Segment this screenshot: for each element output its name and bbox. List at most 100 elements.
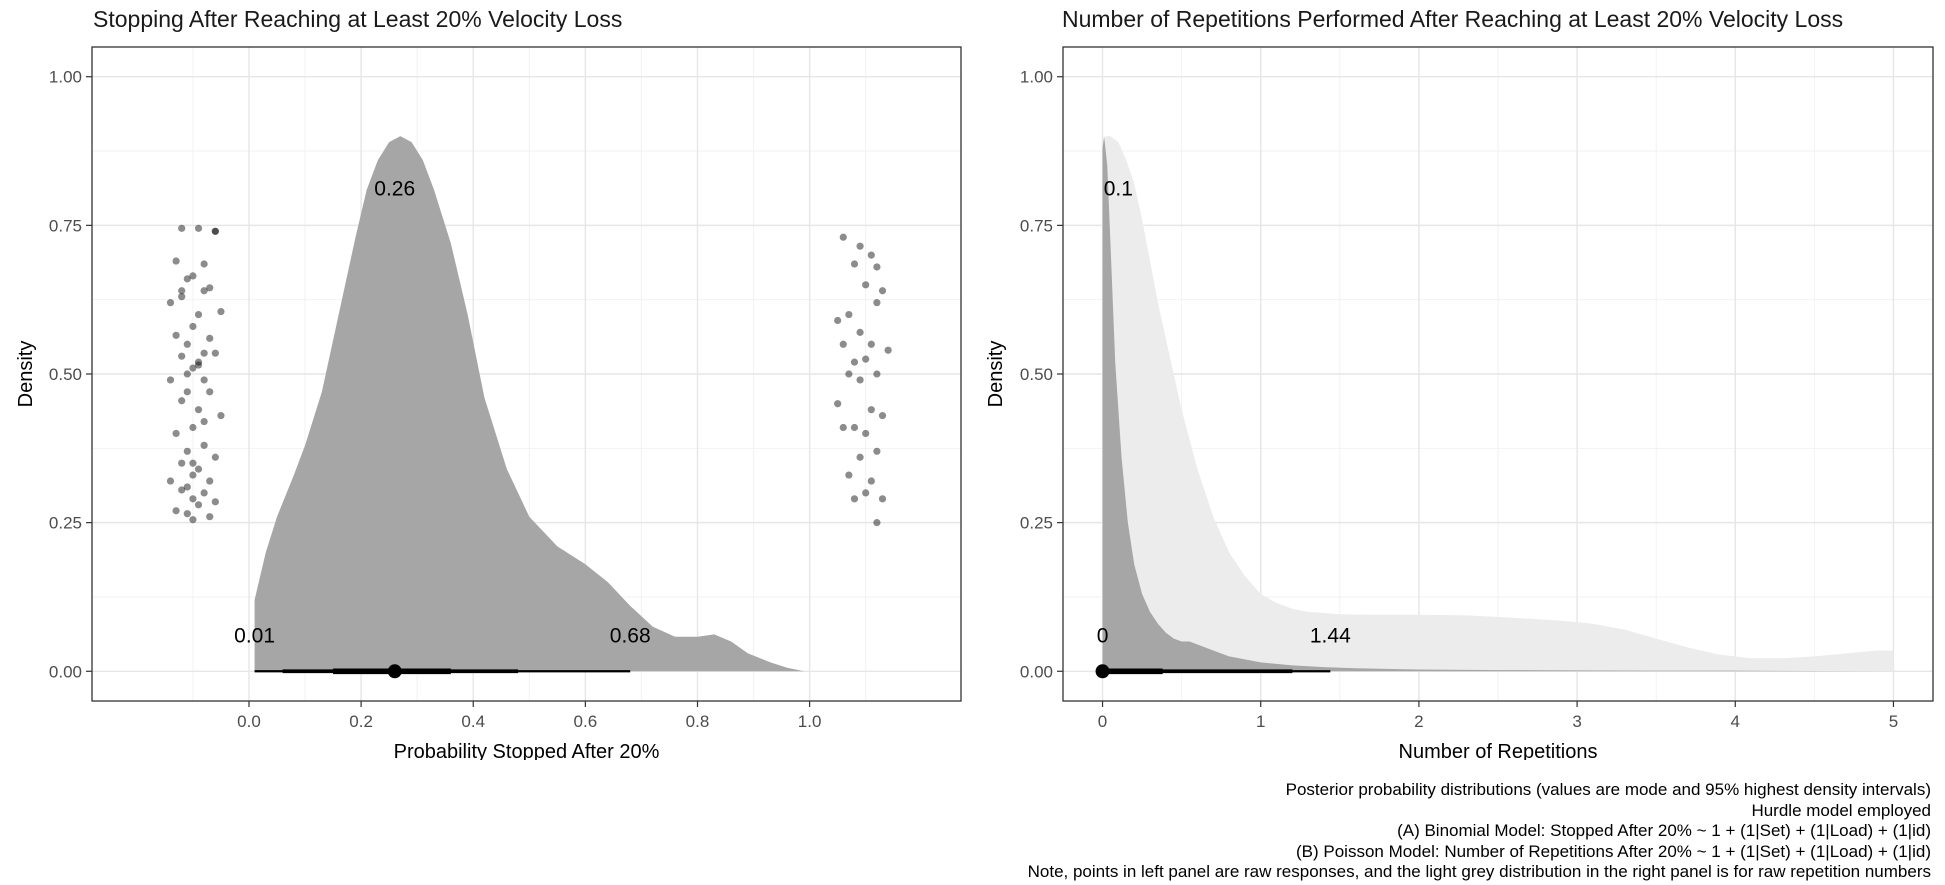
raw-response-point	[862, 429, 870, 438]
raw-response-point	[878, 412, 887, 420]
raw-response-point	[178, 352, 186, 360]
raw-response-point	[206, 284, 214, 292]
raw-response-point	[834, 400, 842, 408]
raw-response-point	[200, 260, 208, 268]
raw-response-point	[850, 495, 859, 503]
raw-response-point	[862, 355, 870, 363]
x-tick-label: 0.4	[461, 712, 485, 731]
caption-line: (B) Poisson Model: Number of Repetitions…	[1295, 841, 1931, 861]
raw-response-point	[850, 358, 859, 366]
raw-response-point	[850, 260, 859, 268]
raw-response-point	[839, 340, 847, 348]
raw-response-point	[862, 489, 870, 497]
annotation-label: 0	[1097, 625, 1109, 648]
raw-response-point	[867, 477, 875, 485]
annotation-label: 0.01	[234, 625, 275, 648]
y-tick-label: 0.25	[1020, 514, 1053, 533]
right-panel-title: Number of Repetitions Performed After Re…	[1062, 6, 1844, 32]
posterior-density-area	[254, 136, 805, 672]
caption-line: Note, points in left panel are raw respo…	[1027, 862, 1931, 881]
raw-response-point	[206, 334, 214, 342]
raw-response-point	[206, 477, 214, 485]
y-tick-label: 0.25	[49, 514, 82, 533]
raw-response-point	[839, 423, 847, 432]
raw-response-point	[873, 263, 881, 271]
raw-response-point	[200, 349, 208, 357]
raw-response-point	[211, 349, 219, 357]
raw-response-point	[194, 501, 203, 509]
raw-response-point	[200, 489, 208, 497]
caption-line: Posterior probability distributions (val…	[1285, 780, 1931, 799]
x-tick-label: 0.6	[574, 712, 598, 731]
raw-response-point	[178, 486, 186, 494]
y-axis-title: Density	[15, 341, 37, 408]
raw-response-point	[183, 275, 191, 283]
raw-response-point	[189, 459, 197, 467]
raw-response-point	[172, 507, 180, 515]
raw-response-point	[189, 272, 197, 280]
x-tick-label: 0	[1098, 712, 1107, 731]
raw-response-point	[862, 281, 870, 289]
raw-response-point	[194, 406, 203, 414]
raw-response-point	[878, 495, 887, 503]
raw-response-point	[845, 471, 853, 479]
raw-response-point	[178, 287, 186, 295]
raw-response-point	[206, 513, 214, 521]
x-tick-label: 1.0	[798, 712, 822, 731]
left-panel-title: Stopping After Reaching at Least 20% Vel…	[93, 6, 623, 32]
raw-response-point	[194, 310, 203, 319]
raw-response-point	[217, 412, 225, 420]
annotation-label: 0.68	[610, 625, 651, 648]
raw-response-point	[166, 299, 175, 307]
raw-response-point	[884, 346, 892, 354]
mode-point	[387, 664, 402, 679]
x-tick-label: 2	[1414, 712, 1423, 731]
raw-response-point	[873, 299, 881, 307]
y-tick-label: 1.00	[1020, 68, 1053, 87]
raw-response-point	[189, 364, 197, 372]
raw-response-point	[845, 370, 853, 378]
raw-response-point	[873, 370, 881, 378]
raw-response-point	[856, 242, 864, 250]
raw-response-point	[211, 498, 219, 506]
raw-response-point	[178, 293, 186, 301]
raw-response-point	[183, 510, 191, 518]
raw-response-point	[839, 233, 847, 241]
raw-response-point	[183, 370, 191, 378]
raw-response-point	[172, 429, 180, 438]
raw-response-point	[189, 516, 197, 524]
annotation-label: 0.26	[374, 178, 415, 201]
raw-response-point	[178, 397, 186, 405]
raw-response-point	[166, 477, 175, 485]
x-tick-label: 0.8	[686, 712, 710, 731]
x-tick-label: 0.0	[237, 712, 261, 731]
raw-response-point	[200, 417, 208, 426]
x-axis-title: Probability Stopped After 20%	[394, 741, 660, 760]
raw-response-point	[867, 406, 875, 414]
x-tick-label: 3	[1572, 712, 1581, 731]
y-tick-label: 0.75	[49, 216, 82, 235]
y-tick-label: 0.50	[49, 365, 82, 384]
right-panel-chart: 0.1 0 1.44 0 1 2 3 4 5 0.00 0.25 0.50 0.75 1.00 Number…	[985, 46, 1934, 760]
figure-caption: Posterior probability distributions (val…	[1028, 780, 1931, 883]
annotation-label: 0.1	[1104, 178, 1133, 201]
raw-response-point	[189, 423, 197, 432]
raw-response-point	[873, 519, 881, 527]
raw-response-point	[867, 251, 875, 259]
y-axis-title: Density	[985, 341, 1007, 408]
x-axis-title: Number of Repetitions	[1399, 741, 1598, 760]
x-tick-label: 4	[1731, 712, 1740, 731]
raw-response-point	[856, 376, 864, 384]
left-panel-chart: 0.26 0.01 0.68 0.0 0.2 0.4 0.6 0.8 1.0 0.00 0.25 0.…	[15, 46, 962, 760]
raw-response-point	[189, 471, 197, 479]
raw-response-point	[217, 307, 225, 316]
raw-response-point	[178, 459, 186, 467]
raw-response-point	[873, 447, 881, 455]
raw-response-point	[183, 447, 191, 455]
raw-response-point	[183, 483, 191, 491]
caption-line: Hurdle model employed	[1751, 800, 1931, 820]
mode-point	[1095, 664, 1110, 679]
caption-line: (A) Binomial Model: Stopped After 20% ~ …	[1397, 821, 1931, 840]
raw-response-point	[189, 322, 197, 331]
